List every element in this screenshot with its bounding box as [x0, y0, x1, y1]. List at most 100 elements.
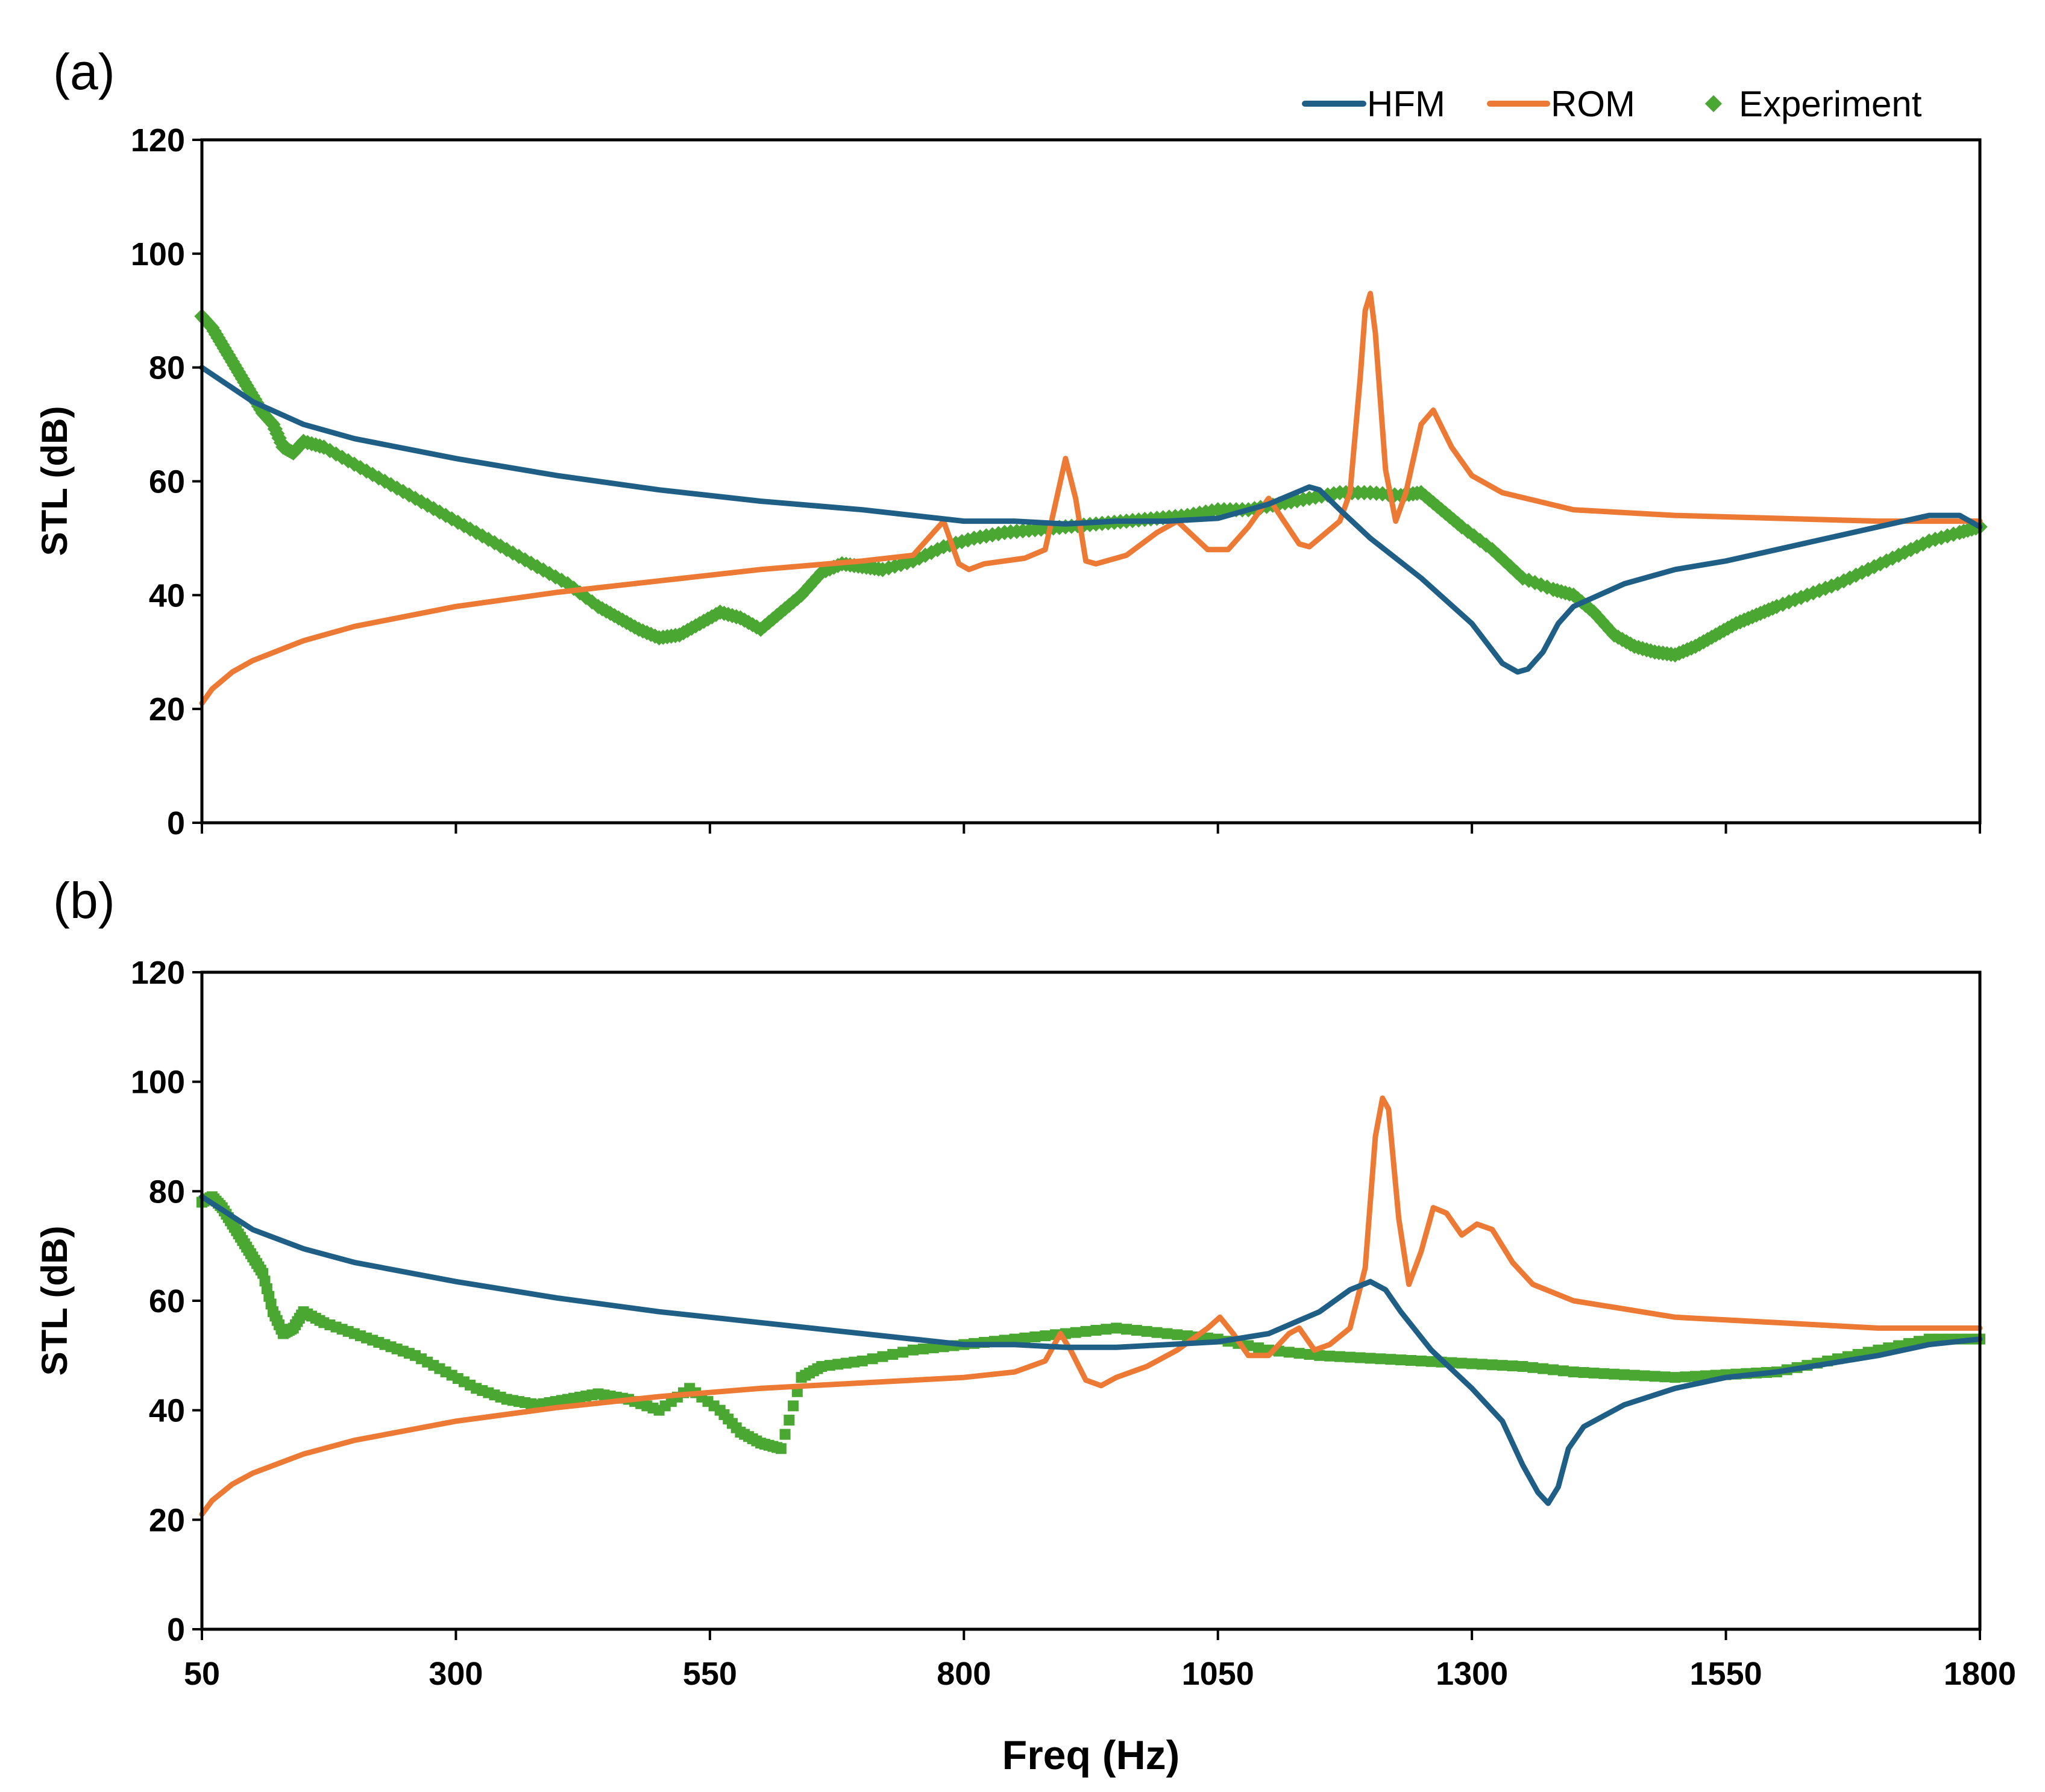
experiment-point — [1314, 1350, 1325, 1361]
experiment-point — [1456, 1357, 1468, 1369]
experiment-point — [1009, 1333, 1020, 1345]
y-tick-label: 120 — [131, 122, 185, 159]
y-tick-label: 0 — [167, 805, 185, 841]
experiment-point — [1578, 1366, 1589, 1378]
experiment-point — [1070, 1327, 1081, 1338]
experiment-point — [1588, 1367, 1600, 1379]
experiment-point — [1090, 1325, 1102, 1336]
experiment-point — [1324, 1350, 1336, 1362]
experiment-point — [877, 1351, 888, 1362]
experiment-point — [788, 1400, 799, 1412]
x-tick-label: 1300 — [1436, 1656, 1508, 1692]
experiment-point — [1425, 1356, 1437, 1367]
experiment-point — [1385, 1354, 1396, 1365]
panel-b: (b) 0 20 40 60 80 100 120 50 300 550 800 1050 1300 15… — [34, 872, 2016, 1778]
experiment-point — [1111, 1322, 1122, 1334]
experiment-point — [1477, 1359, 1487, 1370]
experiment-point — [1161, 1328, 1173, 1339]
series-hfm-line — [199, 365, 1983, 675]
series-rom-line — [199, 291, 1983, 706]
x-axis-label: Freq (Hz) — [1002, 1732, 1180, 1778]
experiment-point — [887, 1349, 899, 1360]
y-tick-label: 20 — [149, 691, 185, 728]
experiment-point — [1172, 1329, 1183, 1341]
experiment-point — [1670, 1372, 1681, 1383]
y-tick-label: 40 — [149, 1393, 185, 1429]
experiment-point — [1548, 1364, 1559, 1375]
legend-rom-label: ROM — [1551, 84, 1635, 124]
experiment-point — [1598, 1368, 1610, 1379]
experiment-point — [1293, 1348, 1305, 1359]
experiment-point — [1019, 1332, 1031, 1344]
experiment-point — [867, 1353, 878, 1365]
experiment-point — [1527, 1362, 1539, 1373]
experiment-point — [1151, 1327, 1163, 1338]
experiment-point — [1680, 1371, 1691, 1383]
experiment-point — [897, 1347, 909, 1358]
experiment-point — [908, 1344, 919, 1356]
panel-label-a: (a) — [53, 43, 115, 100]
experiment-point — [1609, 1368, 1620, 1380]
experiment-point — [1690, 1371, 1701, 1382]
experiment-point — [1395, 1354, 1407, 1366]
legend-experiment-marker — [1704, 95, 1723, 113]
experiment-point — [1334, 1351, 1345, 1362]
experiment-point — [1375, 1353, 1386, 1365]
experiment-point — [1304, 1349, 1315, 1360]
series-hfm-line — [199, 1193, 1983, 1506]
y-tick-label: 120 — [131, 955, 185, 991]
experiment-point — [1040, 1330, 1051, 1342]
experiment-point — [1507, 1360, 1518, 1372]
experiment-point — [779, 1429, 791, 1440]
y-tick-label: 60 — [149, 464, 185, 500]
series-rom-line — [199, 1095, 1983, 1517]
experiment-point — [1283, 1347, 1295, 1358]
experiment-point — [1253, 1342, 1264, 1354]
experiment-point — [1141, 1325, 1152, 1337]
experiment-point — [1497, 1360, 1508, 1371]
experiment-point — [1354, 1352, 1366, 1363]
x-tick-label: 50 — [184, 1656, 220, 1692]
legend-experiment-label: Experiment — [1739, 84, 1922, 124]
experiment-point — [1517, 1361, 1528, 1372]
experiment-point — [1080, 1325, 1092, 1337]
experiment-point — [1365, 1353, 1376, 1364]
experiment-point — [1101, 1324, 1112, 1335]
experiment-point — [1029, 1331, 1041, 1342]
experiment-point — [1131, 1325, 1142, 1336]
x-tick-label: 1050 — [1182, 1656, 1254, 1692]
experiment-point — [1659, 1371, 1671, 1383]
experiment-point — [1619, 1369, 1630, 1380]
experiment-point — [1557, 1365, 1569, 1377]
experiment-point — [1568, 1366, 1579, 1378]
experiment-point — [1406, 1355, 1416, 1366]
legend-hfm-label: HFM — [1367, 84, 1445, 124]
x-tick-label: 550 — [683, 1656, 737, 1692]
y-tick-label: 80 — [149, 350, 185, 386]
x-tick-label: 1800 — [1944, 1656, 2016, 1692]
y-tick-label: 0 — [167, 1612, 185, 1648]
x-tick-label: 1550 — [1690, 1656, 1762, 1692]
y-tick-label: 20 — [149, 1502, 185, 1538]
y-tick-label: 80 — [149, 1174, 185, 1210]
experiment-point — [1121, 1324, 1132, 1335]
y-tick-label: 100 — [131, 236, 185, 272]
y-axis-label-b: STL (dB) — [34, 1226, 75, 1376]
experiment-point — [1344, 1351, 1355, 1363]
experiment-point — [1629, 1369, 1640, 1381]
experiment-point — [1649, 1371, 1660, 1382]
panel-label-b: (b) — [53, 872, 115, 929]
panel-a: (a) HFM ROM Experiment 0 20 40 60 80 100 120 S… — [34, 43, 1988, 841]
experiment-point — [856, 1355, 868, 1366]
experiment-point — [784, 1415, 795, 1426]
y-tick-label: 100 — [131, 1064, 185, 1101]
experiment-point — [1415, 1355, 1427, 1366]
legend: HFM ROM Experiment — [1302, 84, 1922, 124]
experiment-point — [1639, 1370, 1650, 1382]
x-tick-label: 800 — [937, 1656, 991, 1692]
experiment-point — [1538, 1363, 1549, 1374]
y-tick-label: 40 — [149, 577, 185, 614]
experiment-point — [1486, 1359, 1498, 1371]
x-tick-label: 300 — [429, 1656, 483, 1692]
